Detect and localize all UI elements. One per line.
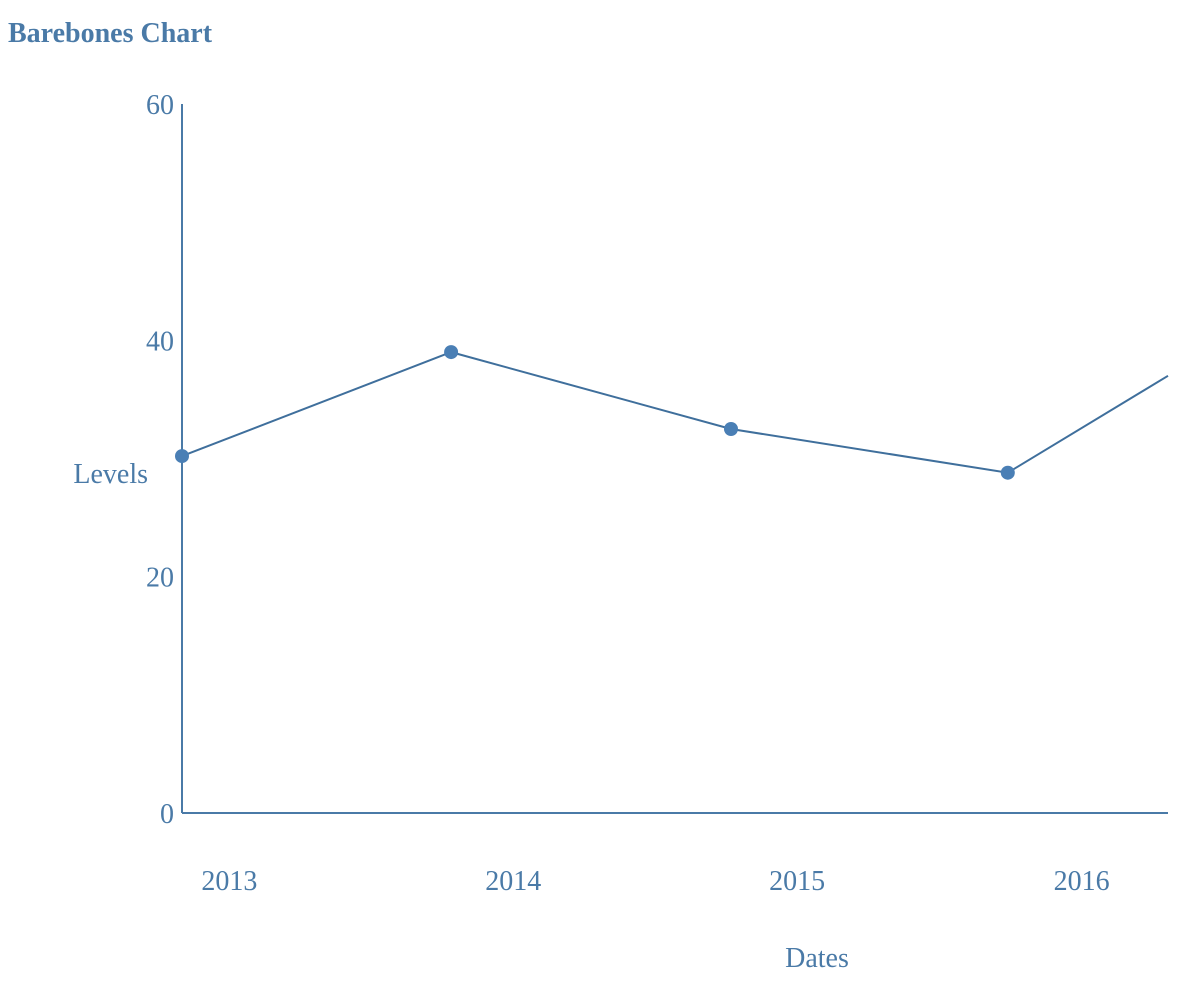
y-tick-label: 60 [146,90,174,121]
y-axis-ticks: 0 20 40 60 [146,90,174,830]
data-point[interactable] [175,449,189,464]
data-point[interactable] [444,345,459,360]
series [175,345,1169,480]
y-tick-label: 0 [160,799,174,830]
x-axis-title: Dates [785,943,849,974]
series-line [181,351,1169,474]
data-point[interactable] [1000,465,1015,480]
x-tick-label: 2013 [201,866,257,897]
x-axis-ticks: 2013 2014 2015 2016 [201,866,1109,897]
x-tick-label: 2015 [769,866,825,897]
x-tick-label: 2014 [485,866,541,897]
y-axis-title: Levels [73,459,148,490]
y-tick-label: 40 [146,326,174,357]
x-tick-label: 2016 [1054,866,1110,897]
data-point[interactable] [724,422,738,436]
chart-title: Barebones Chart [8,18,213,49]
y-tick-label: 20 [146,563,174,594]
